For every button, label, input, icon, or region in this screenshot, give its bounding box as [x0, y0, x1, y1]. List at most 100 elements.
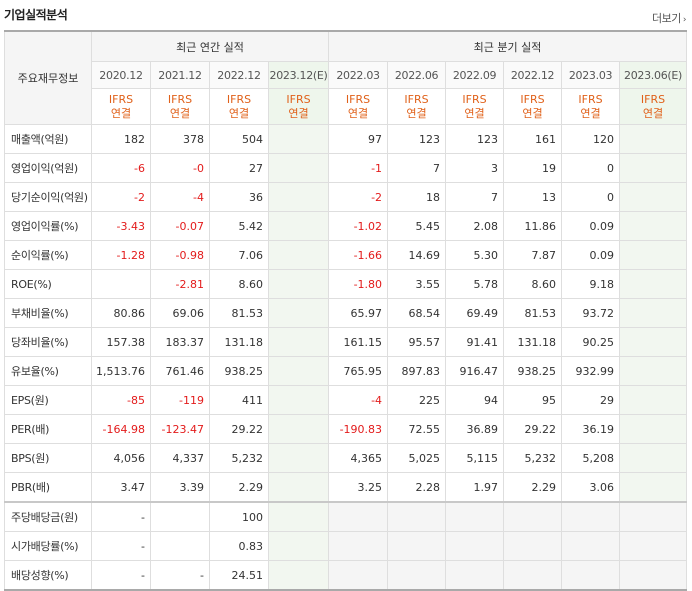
- table-cell: 5,025: [387, 443, 447, 473]
- table-cell: [619, 501, 688, 532]
- table-cell: 183.37: [150, 327, 210, 357]
- table-cell: -2: [91, 182, 151, 212]
- table-cell: [619, 153, 688, 183]
- table-cell: 0: [561, 182, 621, 212]
- table-row: 영업이익률(%) -3.43 -0.07 5.42 -1.02 5.45 2.08 11.86…: [4, 211, 688, 241]
- period-header: 2022.03: [328, 61, 389, 89]
- ifrs-label: IFRS 연결: [209, 88, 269, 125]
- ifrs-bottom-text: 연결: [288, 106, 309, 120]
- table-cell: [267, 356, 330, 386]
- period-header: 2022.12: [209, 61, 269, 89]
- table-cell: 24.51: [209, 560, 269, 591]
- table-cell: 182: [91, 124, 151, 154]
- period-header: 2021.12: [150, 61, 210, 89]
- table-cell: [619, 443, 688, 473]
- row-label: 순이익률(%): [4, 240, 92, 270]
- table-cell: -1.02: [328, 211, 389, 241]
- table-cell: 36: [209, 182, 269, 212]
- table-cell: [387, 501, 447, 532]
- table-cell: 5.78: [445, 269, 505, 299]
- row-label: 시가배당률(%): [4, 531, 92, 561]
- table-cell: -: [91, 501, 151, 532]
- table-cell: 91.41: [445, 327, 505, 357]
- table-cell: 916.47: [445, 356, 505, 386]
- table-cell: -85: [91, 385, 151, 415]
- table-cell: 36.89: [445, 414, 505, 444]
- table-cell: [267, 472, 330, 503]
- period-header: 2022.06: [387, 61, 447, 89]
- table-cell: 8.60: [503, 269, 563, 299]
- ifrs-bottom-text: 연결: [642, 106, 664, 120]
- table-cell: -3.43: [91, 211, 151, 241]
- table-cell: 0: [561, 153, 621, 183]
- table-cell: -2: [328, 182, 389, 212]
- table-row: 유보율(%) 1,513.76 761.46 938.25 765.95 897.83 91…: [4, 356, 688, 386]
- period-header: 2022.09: [445, 61, 505, 89]
- table-cell: [267, 240, 330, 270]
- row-label: 영업이익률(%): [4, 211, 92, 241]
- table-cell: [267, 182, 330, 212]
- table-cell: 4,365: [328, 443, 389, 473]
- table-cell: [267, 327, 330, 357]
- table-cell: 2.08: [445, 211, 505, 241]
- ifrs-label: IFRS 연결: [150, 88, 210, 125]
- table-cell: 19: [503, 153, 563, 183]
- table-cell: -1.66: [328, 240, 389, 270]
- ifrs-top-text: IFRS: [462, 92, 487, 106]
- table-cell: [267, 124, 330, 154]
- table-cell: 27: [209, 153, 269, 183]
- ifrs-label: IFRS 연결: [503, 88, 563, 125]
- table-cell: [503, 560, 563, 591]
- table-cell: 9.18: [561, 269, 621, 299]
- table-cell: -: [91, 531, 151, 561]
- more-link-label: 더보기: [652, 12, 681, 25]
- ifrs-top-text: IFRS: [286, 92, 311, 106]
- table-cell: 29: [561, 385, 621, 415]
- table-cell: 1.97: [445, 472, 505, 503]
- ifrs-bottom-text: 연결: [169, 106, 191, 120]
- table-cell: [619, 327, 688, 357]
- table-cell: 93.72: [561, 298, 621, 328]
- table-row: BPS(원) 4,056 4,337 5,232 4,365 5,025 5,115 5,23…: [4, 443, 688, 473]
- table-cell: 120: [561, 124, 621, 154]
- table-cell: 123: [445, 124, 505, 154]
- table-row: 당좌비율(%) 157.38 183.37 131.18 161.15 95.57 91.4…: [4, 327, 688, 357]
- table-cell: 897.83: [387, 356, 447, 386]
- ifrs-label: IFRS 연결: [387, 88, 447, 125]
- row-label: 영업이익(억원): [4, 153, 92, 183]
- table-cell: 13: [503, 182, 563, 212]
- ifrs-bottom-text: 연결: [522, 106, 543, 120]
- table-row: 매출액(억원) 182 378 504 97 123 123 161 120: [4, 124, 688, 154]
- table-cell: 378: [150, 124, 210, 154]
- more-link[interactable]: 더보기 ›: [652, 10, 687, 26]
- table-cell: 8.60: [209, 269, 269, 299]
- table-cell: 95: [503, 385, 563, 415]
- section-header: 기업실적분석 더보기 ›: [0, 0, 692, 30]
- table-cell: -2.81: [150, 269, 210, 299]
- table-cell: 11.86: [503, 211, 563, 241]
- table-cell: 97: [328, 124, 389, 154]
- table-cell: 504: [209, 124, 269, 154]
- table-cell: 3.06: [561, 472, 621, 503]
- table-cell: -: [91, 560, 151, 591]
- table-row: 시가배당률(%) - 0.83: [4, 531, 688, 561]
- table-cell: 5.30: [445, 240, 505, 270]
- financial-summary-table: 주요재무정보 최근 연간 실적 최근 분기 실적 2020.12 2021.12 2…: [4, 30, 688, 591]
- table-cell: 5.45: [387, 211, 447, 241]
- table-cell: [267, 414, 330, 444]
- table-cell: -0: [150, 153, 210, 183]
- table-cell: [445, 501, 505, 532]
- ifrs-bottom-text: 연결: [347, 106, 369, 120]
- ifrs-top-text: IFRS: [226, 92, 252, 106]
- table-cell: 5,232: [209, 443, 269, 473]
- table-cell: 161: [503, 124, 563, 154]
- table-cell: [267, 211, 330, 241]
- table-cell: 938.25: [503, 356, 563, 386]
- table-cell: [619, 414, 688, 444]
- table-cell: -190.83: [328, 414, 389, 444]
- table-cell: 81.53: [209, 298, 269, 328]
- table-cell: [503, 531, 563, 561]
- table-cell: 7: [387, 153, 447, 183]
- period-header: 2023.06(E): [619, 61, 688, 89]
- table-cell: [445, 560, 505, 591]
